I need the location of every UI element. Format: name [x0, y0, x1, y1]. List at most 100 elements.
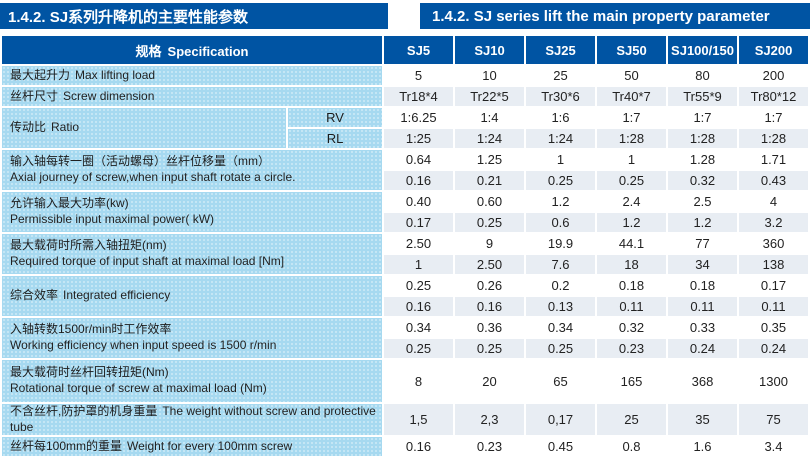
value-cell: 8: [384, 360, 453, 402]
value-cell: 10: [455, 66, 524, 85]
value-cell: 0.35: [739, 318, 808, 337]
value-cell: Tr30*6: [526, 87, 595, 106]
value-cell: 0.64: [384, 150, 453, 169]
value-cell: 0.18: [597, 276, 666, 295]
value-cell: 1:6: [526, 108, 595, 127]
row-label-screw-dimension: 丝杆尺寸 Screw dimension: [2, 87, 382, 106]
value-cell: 2.5: [668, 192, 737, 211]
value-cell: 9: [455, 234, 524, 253]
value-cell: 1: [526, 150, 595, 169]
value-cell: 0.25: [384, 276, 453, 295]
value-cell: 0.11: [668, 297, 737, 316]
value-cell: 1:4: [455, 108, 524, 127]
value-cell: 0.32: [597, 318, 666, 337]
value-cell: 1300: [739, 360, 808, 402]
col-header-sj50: SJ50: [597, 36, 666, 64]
value-cell: 1:7: [668, 108, 737, 127]
ratio-sub-rv: RV: [288, 108, 382, 127]
spec-table: 规格 Specification SJ5 SJ10 SJ25 SJ50 SJ100…: [0, 34, 810, 458]
row-label-required-torque: 最大载荷时所需入轴扭矩(nm) Required torque of input …: [2, 234, 382, 274]
table-row: 0.16 0.21 0.25 0.25 0.32 0.43: [2, 171, 808, 190]
value-cell: 1:28: [597, 129, 666, 148]
value-cell: 1.28: [668, 150, 737, 169]
value-cell: 0.18: [668, 276, 737, 295]
value-cell: 4: [739, 192, 808, 211]
row-label-weight-without-screw: 不含丝杆,防护罩的机身重量 The weight without screw an…: [2, 404, 382, 436]
value-cell: 0.16: [384, 171, 453, 190]
table-row: 最大载荷时丝杆回转扭矩(Nm) Rotational torque of scre…: [2, 360, 808, 402]
value-cell: 1:28: [668, 129, 737, 148]
value-cell: 0.23: [455, 437, 524, 457]
title-en: 1.4.2. SJ series lift the main property …: [420, 3, 810, 29]
value-cell: 1:24: [526, 129, 595, 148]
value-cell: 0.11: [597, 297, 666, 316]
value-cell: 1.2: [668, 213, 737, 232]
table-row: RL 1:25 1:24 1:24 1:28 1:28 1:28: [2, 129, 808, 148]
value-cell: 200: [739, 66, 808, 85]
title-gap: [388, 3, 420, 29]
col-header-sj5: SJ5: [384, 36, 453, 64]
table-row: 输入轴每转一圈（活动螺母）丝杆位移量（mm） Axial journey of s…: [2, 150, 808, 190]
value-cell: 0.25: [455, 339, 524, 358]
value-cell: 1:28: [739, 129, 808, 148]
value-cell: 1:7: [739, 108, 808, 127]
value-cell: 1.6: [668, 437, 737, 457]
row-label-integrated-efficiency: 综合效率 Integrated efficiency: [2, 276, 382, 316]
col-header-sj25: SJ25: [526, 36, 595, 64]
row-label-weight-per-100mm: 丝杆每100mm的重量 Weight for every 100mm screw: [2, 437, 382, 457]
ratio-sub-rl: RL: [288, 129, 382, 148]
value-cell: 1:7: [597, 108, 666, 127]
value-cell: 0.17: [739, 276, 808, 295]
value-cell: 25: [597, 404, 666, 436]
value-cell: 0.25: [526, 171, 595, 190]
table-row: 0.17 0.25 0.6 1.2 1.2 3.2: [2, 213, 808, 232]
value-cell: 1,5: [384, 404, 453, 436]
value-cell: Tr18*4: [384, 87, 453, 106]
value-cell: 0,17: [526, 404, 595, 436]
value-cell: 65: [526, 360, 595, 402]
value-cell: 0.13: [526, 297, 595, 316]
value-cell: 0.8: [597, 437, 666, 457]
value-cell: 35: [668, 404, 737, 436]
col-header-sj200: SJ200: [739, 36, 808, 64]
spec-header-zh: 规格: [135, 43, 162, 59]
value-cell: 3.4: [739, 437, 808, 457]
value-cell: 75: [739, 404, 808, 436]
value-cell: 0.60: [455, 192, 524, 211]
spec-header: 规格 Specification: [2, 36, 382, 64]
value-cell: 0.2: [526, 276, 595, 295]
row-label-rotational-torque: 最大载荷时丝杆回转扭矩(Nm) Rotational torque of scre…: [2, 360, 382, 402]
value-cell: 0.21: [455, 171, 524, 190]
value-cell: 0.24: [739, 339, 808, 358]
table-row: 允许输入最大功率(kw) Permissible input maximal po…: [2, 192, 808, 232]
value-cell: 165: [597, 360, 666, 402]
value-cell: 0.24: [668, 339, 737, 358]
value-cell: 0.16: [384, 297, 453, 316]
value-cell: 1: [597, 150, 666, 169]
row-label-max-lifting-load: 最大起升力 Max lifting load: [2, 66, 382, 85]
value-cell: 1.25: [455, 150, 524, 169]
value-cell: Tr55*9: [668, 87, 737, 106]
value-cell: 0.17: [384, 213, 453, 232]
value-cell: 18: [597, 255, 666, 274]
col-header-sj100-150: SJ100/150: [668, 36, 737, 64]
value-cell: 1:6.25: [384, 108, 453, 127]
value-cell: 1: [384, 255, 453, 274]
value-cell: 0.6: [526, 213, 595, 232]
row-label-working-efficiency: 入轴转数1500r/min时工作效率 Working efficiency whe…: [2, 318, 382, 358]
value-cell: 44.1: [597, 234, 666, 253]
value-cell: 0.16: [455, 297, 524, 316]
value-cell: 2.4: [597, 192, 666, 211]
row-label-permissible-power: 允许输入最大功率(kw) Permissible input maximal po…: [2, 192, 382, 232]
table-row: 传动比 Ratio RV 1:6.25 1:4 1:6 1:7 1:7 1:7: [2, 108, 808, 148]
value-cell: 0.11: [739, 297, 808, 316]
value-cell: 0.33: [668, 318, 737, 337]
row-label-axial-journey: 输入轴每转一圈（活动螺母）丝杆位移量（mm） Axial journey of s…: [2, 150, 382, 190]
value-cell: 0.40: [384, 192, 453, 211]
value-cell: 77: [668, 234, 737, 253]
value-cell: 0.36: [455, 318, 524, 337]
value-cell: 20: [455, 360, 524, 402]
value-cell: 80: [668, 66, 737, 85]
table-row: 入轴转数1500r/min时工作效率 Working efficiency whe…: [2, 318, 808, 358]
